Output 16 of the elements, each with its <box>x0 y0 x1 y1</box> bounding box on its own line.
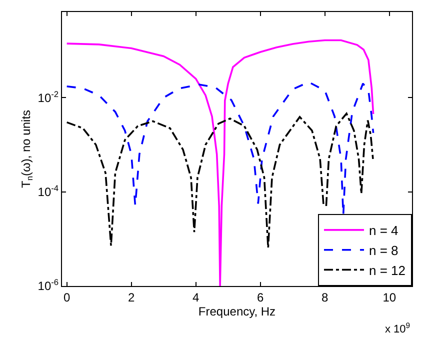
x-axis-title: Frequency, Hz <box>198 304 276 318</box>
x-tick-label: 4 <box>192 290 200 304</box>
x-tick-label: 6 <box>257 290 264 304</box>
x-tick-label: 0 <box>63 290 70 304</box>
legend-label: n = 12 <box>369 262 406 278</box>
y-tick-label: 10$^{-2}$ <box>38 88 59 105</box>
text: x 10$^{9}$ <box>385 321 410 336</box>
legend-label: n = 8 <box>369 242 398 258</box>
legend-label: n = 4 <box>369 223 398 238</box>
line-series <box>66 39 374 286</box>
x-tick-label: 8 <box>322 290 329 304</box>
x-tick-label: 10 <box>382 290 396 304</box>
y-tick-label: 10$^{-4}$ <box>38 182 59 200</box>
x-tick-label: 2 <box>128 290 136 304</box>
line-series <box>66 81 374 216</box>
y-tick-label: 10$^{-6}$ <box>38 277 59 294</box>
